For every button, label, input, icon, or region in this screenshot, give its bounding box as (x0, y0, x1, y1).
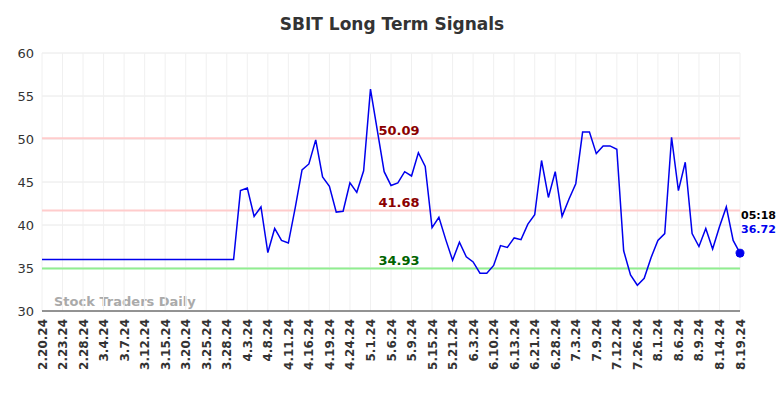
svg-text:41.68: 41.68 (378, 195, 419, 210)
svg-text:3.28.24: 3.28.24 (220, 319, 234, 370)
svg-text:8.1.24: 8.1.24 (651, 319, 665, 362)
svg-text:2.28.24: 2.28.24 (77, 319, 91, 370)
svg-text:6.10.24: 6.10.24 (487, 319, 501, 370)
svg-text:6.13.24: 6.13.24 (508, 319, 522, 370)
svg-text:45: 45 (17, 175, 34, 190)
svg-text:4.11.24: 4.11.24 (282, 319, 296, 370)
svg-text:4.16.24: 4.16.24 (302, 319, 316, 370)
svg-text:4.19.24: 4.19.24 (323, 319, 337, 370)
svg-text:55: 55 (17, 89, 34, 104)
svg-text:40: 40 (17, 218, 34, 233)
svg-text:50: 50 (17, 132, 34, 147)
svg-text:36.72: 36.72 (741, 223, 776, 236)
svg-text:7.9.24: 7.9.24 (590, 319, 604, 362)
svg-text:6.21.24: 6.21.24 (528, 319, 542, 370)
svg-text:8.14.24: 8.14.24 (713, 319, 727, 370)
svg-text:4.24.24: 4.24.24 (343, 319, 357, 370)
svg-text:5.6.24: 5.6.24 (385, 319, 399, 362)
svg-text:3.12.24: 3.12.24 (138, 319, 152, 370)
svg-text:5.9.24: 5.9.24 (405, 319, 419, 362)
svg-text:8.6.24: 8.6.24 (672, 319, 686, 362)
html-text:SBIT Long Term Signals: SBIT Long Term Signals (279, 14, 505, 34)
html-text:Stock Traders Daily: Stock Traders Daily (54, 294, 196, 309)
svg-text:5.15.24: 5.15.24 (426, 319, 440, 370)
svg-text:34.93: 34.93 (378, 253, 419, 268)
svg-text:35: 35 (17, 261, 34, 276)
svg-text:3.25.24: 3.25.24 (200, 319, 214, 370)
svg-text:30: 30 (17, 304, 34, 319)
svg-text:50.09: 50.09 (378, 123, 419, 138)
svg-text:6.3.24: 6.3.24 (467, 319, 481, 362)
svg-text:2.20.24: 2.20.24 (36, 319, 50, 370)
svg-text:4.8.24: 4.8.24 (261, 319, 275, 362)
svg-text:8.9.24: 8.9.24 (692, 319, 706, 362)
svg-text:7.3.24: 7.3.24 (569, 319, 583, 362)
svg-text:3.4.24: 3.4.24 (97, 319, 111, 362)
svg-text:7.12.24: 7.12.24 (610, 319, 624, 370)
svg-text:6.28.24: 6.28.24 (549, 319, 563, 370)
svg-text:60: 60 (17, 46, 34, 61)
svg-text:3.15.24: 3.15.24 (159, 319, 173, 370)
svg-text:3.7.24: 3.7.24 (118, 319, 132, 362)
svg-text:05:18: 05:18 (741, 209, 776, 222)
svg-text:5.21.24: 5.21.24 (446, 319, 460, 370)
svg-text:2.23.24: 2.23.24 (56, 319, 70, 370)
svg-text:4.3.24: 4.3.24 (241, 319, 255, 362)
svg-text:3.20.24: 3.20.24 (179, 319, 193, 370)
svg-text:8.19.24: 8.19.24 (734, 319, 748, 370)
svg-text:5.1.24: 5.1.24 (364, 319, 378, 362)
svg-text:7.26.24: 7.26.24 (631, 319, 645, 370)
